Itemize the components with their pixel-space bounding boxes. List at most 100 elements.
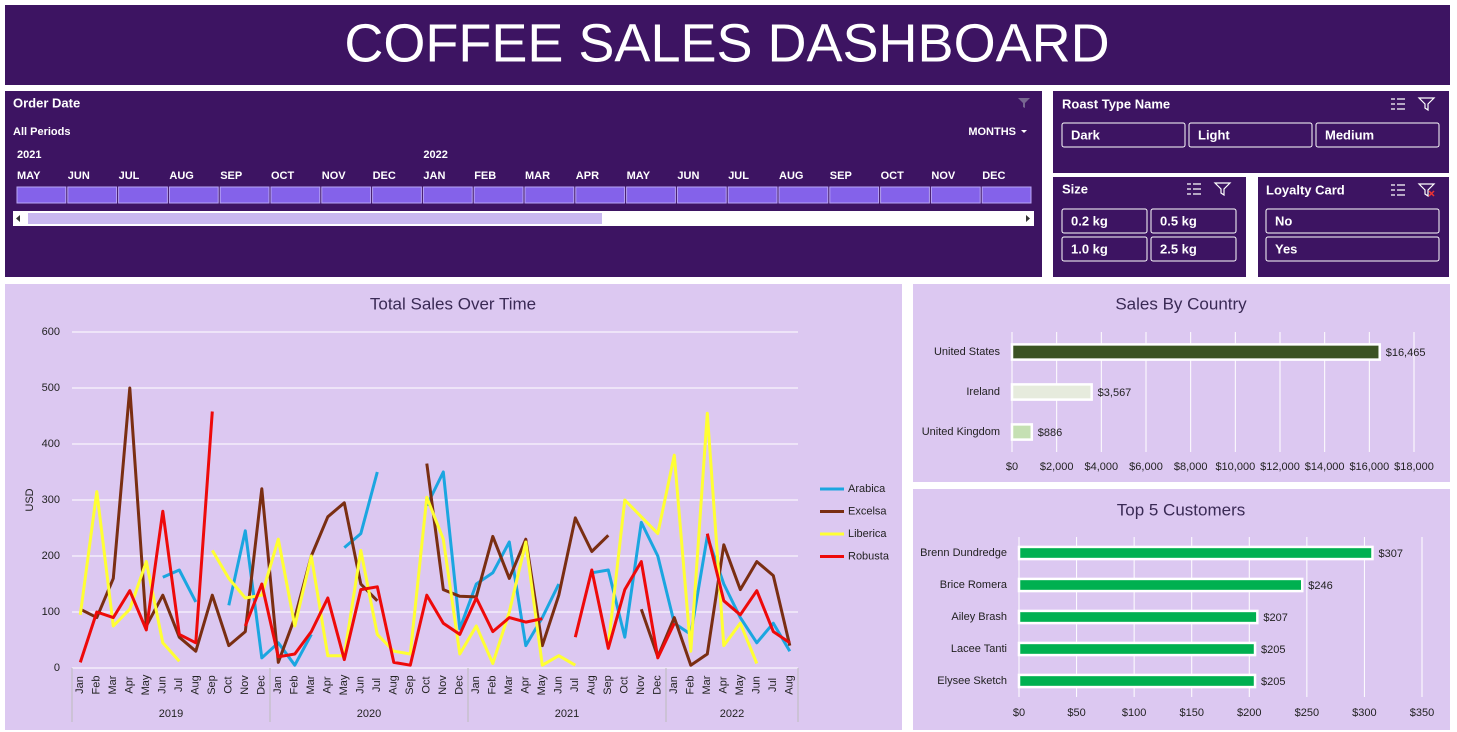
x-tick-label: $0 [1006,461,1018,473]
y-tick-label: 600 [42,326,60,338]
timeline-level[interactable]: MONTHS [968,126,1016,138]
month-label: NOV [931,170,956,182]
month-label: JAN [423,170,445,182]
x-tick-label: $350 [1410,707,1434,719]
month-cell[interactable] [321,186,372,204]
y-tick-label: Ireland [966,386,1000,398]
month-cell[interactable] [219,186,270,204]
y-tick-label: Brice Romera [940,579,1008,591]
legend-label: Excelsa [848,505,887,517]
x-group-label: 2020 [357,708,381,720]
x-tick-label: Oct [421,676,433,693]
month-cell[interactable] [372,186,422,204]
x-tick-label: Nov [239,675,251,695]
month-label: SEP [830,170,852,182]
multi-select-icon[interactable] [1187,183,1201,195]
clear-filter-icon[interactable] [1213,182,1232,197]
slicer-button[interactable] [1150,208,1237,234]
month-cell[interactable] [270,186,321,204]
month-label: OCT [881,170,905,182]
slicer-item: Light [1198,127,1230,142]
month-cell[interactable] [473,186,524,204]
x-tick-label: Jun [751,676,763,694]
dropdown-arrow[interactable] [1021,130,1027,133]
data-label: $3,567 [1098,387,1132,399]
x-tick-label: May [536,674,548,695]
scrollbar-thumb[interactable] [28,213,602,224]
month-cell[interactable] [930,186,981,204]
x-tick-label: Jan [272,676,284,694]
x-tick-label: $12,000 [1260,461,1300,473]
month-cell[interactable] [575,186,626,204]
month-label: MAY [17,170,41,182]
legend-label: Arabica [848,483,886,495]
x-tick-label: Jan [74,676,86,694]
header-bg [5,5,1450,85]
y-tick-label: 500 [42,382,60,394]
month-cell[interactable] [778,186,829,204]
y-tick-label: 200 [42,550,60,562]
x-tick-label: $14,000 [1305,461,1345,473]
y-tick-label: Ailey Brash [951,611,1007,623]
bar [1010,383,1093,401]
slicer-button[interactable] [1061,208,1148,234]
slicer-button[interactable] [1188,122,1313,148]
clear-filter-icon[interactable] [1417,97,1436,112]
month-cell[interactable] [981,186,1032,204]
x-tick-label: Apr [520,676,532,693]
month-cell[interactable] [168,186,219,204]
x-tick-label: Mar [503,675,515,694]
month-label: JUL [728,170,749,182]
month-cell[interactable] [829,186,880,204]
timeline-title: Order Date [13,95,80,110]
x-tick-label: Apr [124,676,136,693]
x-tick-label: Mar [107,675,119,694]
month-label: DEC [373,170,396,182]
clear-filter-icon[interactable] [1018,98,1030,108]
multi-select-icon[interactable] [1391,184,1405,196]
slicer-button[interactable] [1265,208,1440,234]
month-cell[interactable] [676,186,727,204]
clear-filter-icon[interactable] [1417,183,1436,198]
month-cell[interactable] [727,186,778,204]
x-tick-label: Feb [487,676,499,695]
month-cell[interactable] [880,186,930,204]
month-cell[interactable] [626,186,676,204]
y-axis-label: USD [24,488,36,511]
month-cell[interactable] [16,186,67,204]
x-tick-label: Mar [701,675,713,694]
slicer-button[interactable] [1265,236,1440,262]
x-tick-label: Jul [767,678,779,692]
month-label: OCT [271,170,295,182]
month-cell[interactable] [118,186,168,204]
slicer-item: 2.5 kg [1160,241,1197,256]
slicer-title: Size [1062,181,1088,196]
slicer-button[interactable] [1150,236,1237,262]
x-tick-label: Jun [355,676,367,694]
x-tick-label: $2,000 [1040,461,1074,473]
month-label: MAY [627,170,651,182]
legend-label: Robusta [848,550,890,562]
multi-select-icon[interactable] [1391,98,1405,110]
x-tick-label: $150 [1179,707,1203,719]
x-tick-label: Feb [289,676,301,695]
slicer-button[interactable] [1315,122,1440,148]
x-tick-label: Aug [784,675,796,695]
x-tick-label: Jan [668,676,680,694]
y-tick-label: 300 [42,494,60,506]
bar [1017,609,1259,625]
month-cell[interactable] [524,186,575,204]
slicer-button[interactable] [1061,122,1186,148]
y-tick-label: 0 [54,662,60,674]
year-label: 2022 [423,149,447,161]
slicer-button[interactable] [1061,236,1148,262]
y-tick-label: Lacee Tanti [951,643,1007,655]
country-panel [913,284,1450,482]
series-line [78,411,791,667]
x-tick-label: Aug [190,675,202,695]
customer-panel [913,489,1450,730]
month-cell[interactable] [67,186,118,204]
x-tick-label: Dec [652,675,664,695]
bar [1010,343,1381,361]
month-cell[interactable] [422,186,473,204]
